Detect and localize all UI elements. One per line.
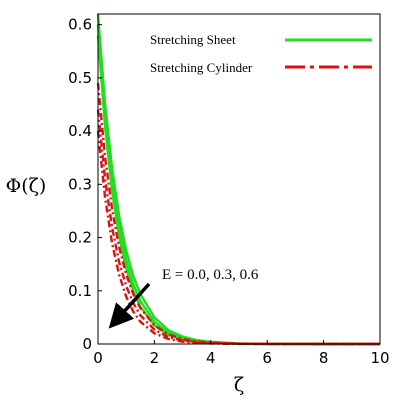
cylinder-curve-5 xyxy=(96,130,380,346)
plot-frame xyxy=(97,13,381,345)
x-tick-label-1: 2 xyxy=(150,349,160,367)
x-tick-label-5: 10 xyxy=(370,349,389,367)
y-tick-label-4: 0.4 xyxy=(68,122,92,140)
legend-label-stretching-cylinder: Stretching Cylinder xyxy=(150,60,253,75)
x-tick-label-2: 4 xyxy=(206,349,216,367)
y-tick-label-5: 0.5 xyxy=(68,69,92,87)
x-tick-label-3: 6 xyxy=(262,349,272,367)
y-tick-label-1: 0.1 xyxy=(68,282,92,300)
y-tick-label-0: 0 xyxy=(82,335,92,353)
y-tick-label-2: 0.2 xyxy=(68,229,92,247)
x-tick-label-4: 8 xyxy=(319,349,329,367)
annotation-arrow xyxy=(108,282,151,329)
y-tick-label-3: 0.3 xyxy=(68,175,92,193)
y-tick-label-6: 0.6 xyxy=(68,16,92,34)
x-tick-label-0: 0 xyxy=(93,349,103,367)
annotation-label: E = 0.0, 0.3, 0.6 xyxy=(162,267,259,283)
x-axis-label: ζ xyxy=(234,374,244,396)
legend: Stretching Sheet Stretching Cylinder xyxy=(150,32,372,75)
ticks-layer: 0 2 4 6 8 10 0 0.1 0.2 0.3 0.4 0.5 0.6 xyxy=(68,16,389,367)
legend-label-stretching-sheet: Stretching Sheet xyxy=(150,32,236,47)
sheet-curve-2 xyxy=(96,35,380,346)
cylinder-curve-3 xyxy=(96,83,380,346)
y-axis-label: Φ(ζ) xyxy=(6,175,47,197)
